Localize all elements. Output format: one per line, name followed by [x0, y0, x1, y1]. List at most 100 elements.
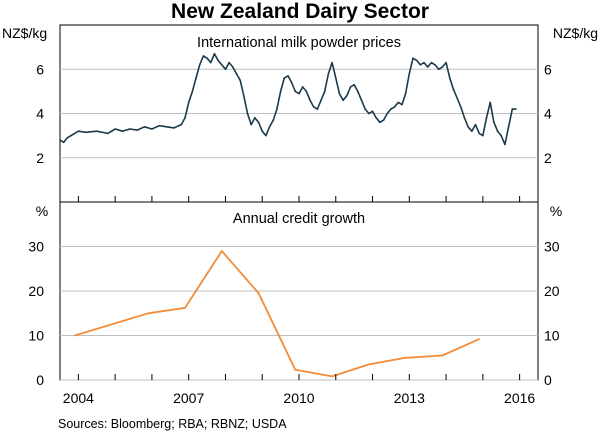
data-point [239, 79, 241, 82]
data-point [456, 97, 458, 99]
data-point [445, 61, 447, 64]
y-tick-left: 4 [36, 106, 44, 122]
data-point [360, 99, 363, 102]
data-point [298, 92, 300, 95]
data-point [312, 106, 315, 108]
data-point [323, 90, 326, 93]
y-tick-left: 30 [28, 239, 44, 255]
data-point [386, 112, 389, 115]
data-point [500, 134, 503, 137]
data-point [482, 134, 484, 137]
y-unit-left-top: NZ$/kg [2, 25, 47, 41]
data-point [213, 52, 216, 55]
data-point [426, 66, 429, 68]
data-point [371, 110, 374, 113]
data-point [404, 356, 407, 359]
y-tick-left: 20 [28, 283, 44, 299]
data-point [434, 64, 436, 66]
data-point [309, 99, 311, 102]
data-point [452, 88, 455, 90]
data-point [84, 131, 87, 134]
data-point [496, 130, 499, 132]
data-point [73, 132, 76, 135]
data-point [493, 121, 495, 124]
data-point [243, 95, 245, 97]
data-point [331, 375, 333, 378]
x-tick-label: 2004 [63, 390, 94, 406]
panel-milk-price: International milk powder prices NZ$/kg … [2, 24, 598, 203]
data-point [397, 101, 400, 104]
data-point [404, 92, 407, 95]
data-point [437, 68, 440, 71]
x-tick-label: 2010 [283, 390, 314, 406]
y-tick-right: 4 [544, 106, 552, 122]
data-point [129, 128, 131, 130]
data-point [368, 363, 370, 366]
data-point [408, 72, 411, 75]
data-point [507, 125, 510, 128]
data-point [279, 90, 282, 93]
data-point [294, 90, 297, 93]
data-point [290, 81, 293, 84]
data-point [165, 125, 168, 128]
data-point [217, 59, 219, 62]
data-point [401, 103, 403, 106]
data-point [272, 119, 275, 121]
data-point [504, 143, 506, 146]
data-point [412, 57, 414, 59]
data-point [423, 61, 425, 64]
data-point [382, 119, 385, 121]
data-point [268, 125, 271, 128]
data-point [73, 334, 76, 337]
data-point [287, 75, 289, 77]
data-point [515, 108, 517, 110]
data-point [257, 292, 260, 295]
data-point [107, 132, 109, 135]
data-point [368, 112, 370, 115]
x-tick-label: 2016 [504, 390, 535, 406]
data-point [430, 61, 433, 64]
data-point [478, 338, 480, 340]
y-tick-left: 2 [36, 150, 44, 166]
data-point [364, 108, 366, 110]
data-point [463, 117, 466, 119]
y-tick-right: 20 [544, 283, 560, 299]
x-axis: 2004 2007 2010 2013 2016 [63, 196, 535, 406]
data-point [485, 117, 488, 119]
data-point [184, 307, 186, 309]
y-tick-right: 6 [544, 61, 552, 77]
y-tick-right: 30 [544, 239, 560, 255]
data-point [342, 99, 344, 102]
data-point [301, 86, 304, 88]
data-point [393, 106, 396, 108]
data-point [448, 77, 451, 79]
y-unit-right-top: NZ$/kg [553, 25, 598, 41]
data-point [334, 77, 337, 79]
data-point [95, 130, 98, 132]
data-point [283, 77, 286, 79]
data-point [158, 124, 161, 127]
x-tick-label: 2013 [394, 390, 425, 406]
series-line [74, 250, 480, 378]
data-point [228, 61, 230, 64]
data-point [471, 130, 473, 132]
data-point [276, 108, 278, 110]
panel-title-credit: Annual credit growth [233, 211, 365, 227]
data-point [375, 117, 378, 119]
data-point [294, 368, 297, 371]
source-note: Sources: Bloomberg; RBA; RBNZ; USDA [58, 417, 287, 431]
y-tick-right: 10 [544, 328, 560, 344]
y-unit-left-bottom: % [36, 203, 48, 219]
panel-title-milk: International milk powder prices [197, 35, 401, 51]
data-point [198, 64, 201, 66]
data-point [441, 354, 444, 357]
data-point [70, 134, 72, 137]
data-point [195, 77, 197, 79]
data-point [246, 112, 249, 115]
data-point [257, 121, 260, 124]
data-point [232, 66, 234, 68]
series-line [59, 52, 516, 146]
data-point [474, 123, 477, 126]
data-point [136, 129, 139, 131]
